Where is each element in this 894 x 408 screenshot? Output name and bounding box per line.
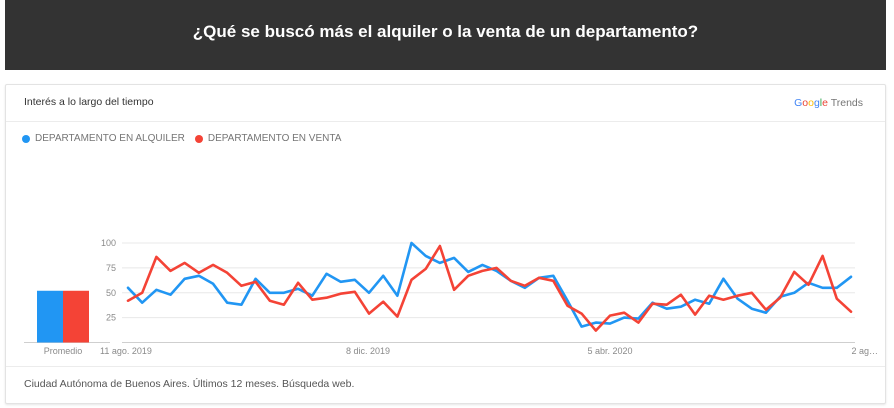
interest-chart: 25 50 75 100 Promedio 11 ago. 2019 8 dic. 2019… bbox=[24, 238, 878, 356]
x-tick-label: 2 ag… bbox=[851, 346, 878, 356]
legend-dot-alquiler bbox=[22, 134, 30, 143]
y-tick-label: 75 bbox=[106, 263, 116, 273]
x-tick-label: 5 abr. 2020 bbox=[587, 346, 632, 356]
average-label: Promedio bbox=[44, 346, 83, 356]
page-title: ¿Qué se buscó más el alquiler o la venta… bbox=[192, 22, 699, 41]
logo-letter: o bbox=[808, 97, 814, 109]
legend-label-alquiler: DEPARTAMENTO EN ALQUILER bbox=[35, 133, 185, 144]
footer-note: Ciudad Autónoma de Buenos Aires. Últimos… bbox=[24, 378, 355, 390]
average-bar bbox=[63, 290, 89, 343]
card-header: Interés a lo largo del tiempo Google Tre… bbox=[6, 85, 885, 122]
legend-item-venta[interactable]: DEPARTAMENTO EN VENTA bbox=[194, 133, 342, 144]
average-bar bbox=[37, 290, 63, 343]
logo-letter: e bbox=[822, 97, 828, 109]
logo-letter: o bbox=[802, 97, 809, 109]
series-line-alquiler bbox=[126, 241, 853, 328]
logo-letter: G bbox=[794, 97, 803, 109]
logo-letter: l bbox=[819, 97, 823, 109]
card-footer: Ciudad Autónoma de Buenos Aires. Últimos… bbox=[6, 366, 885, 403]
logo-trends: Trends bbox=[830, 97, 863, 109]
legend-dot-venta bbox=[194, 134, 203, 143]
interest-card: Interés a lo largo del tiempo Google Tre… bbox=[5, 84, 886, 404]
x-tick-label: 11 ago. 2019 bbox=[100, 346, 152, 356]
chart-legend: DEPARTAMENTO EN ALQUILER DEPARTAMENTO EN… bbox=[22, 133, 351, 144]
card-title: Interés a lo largo del tiempo bbox=[24, 96, 154, 108]
logo-letter: g bbox=[813, 97, 820, 109]
x-tick-label: 8 dic. 2019 bbox=[346, 346, 390, 356]
legend-label-venta: DEPARTAMENTO EN VENTA bbox=[207, 133, 342, 144]
y-tick-label: 50 bbox=[106, 288, 116, 298]
page-header: ¿Qué se buscó más el alquiler o la venta… bbox=[5, 0, 886, 70]
google-trends-logo[interactable]: Google Trends bbox=[794, 97, 863, 109]
y-tick-label: 100 bbox=[101, 238, 116, 248]
legend-item-alquiler[interactable]: DEPARTAMENTO EN ALQUILER bbox=[22, 133, 185, 144]
series-line-venta bbox=[126, 244, 853, 332]
y-tick-label: 25 bbox=[106, 313, 116, 323]
